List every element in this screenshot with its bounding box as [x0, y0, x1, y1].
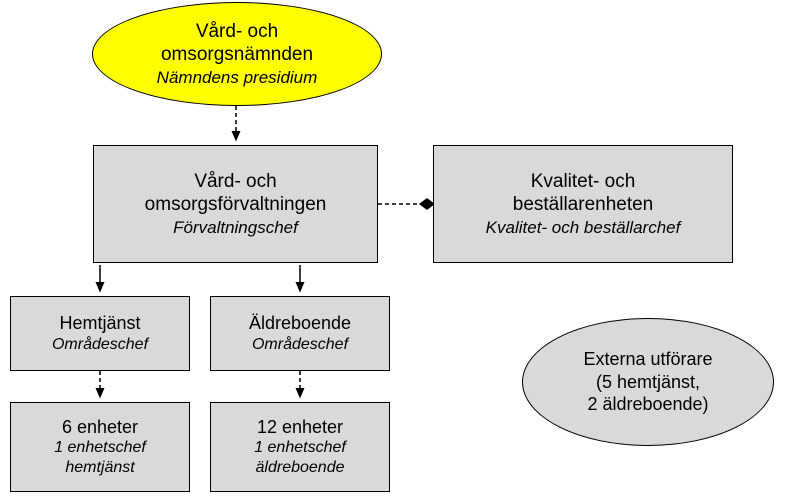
- node-title-line2: (5 hemtjänst,: [596, 371, 700, 394]
- node-vard-omsorgsnamnden: Vård- och omsorgsnämnden Nämndens presid…: [92, 2, 382, 106]
- node-title-line2: omsorgsförvaltningen: [145, 193, 327, 217]
- node-sub-line: Områdeschef: [52, 335, 148, 355]
- node-6-enheter: 6 enheter 1 enhetschef hemtjänst: [10, 402, 190, 492]
- node-title-line1: Externa utförare: [583, 348, 712, 371]
- node-kvalitet-bestallarenheten: Kvalitet- och beställarenheten Kvalitet-…: [433, 145, 733, 263]
- node-sub-line: Områdeschef: [252, 335, 348, 355]
- node-title-line1: Hemtjänst: [59, 312, 140, 335]
- node-sub-line: Kvalitet- och beställarchef: [486, 217, 681, 238]
- node-12-enheter: 12 enheter 1 enhetschef äldreboende: [210, 402, 390, 492]
- node-sub-line1: 1 enhetschef: [254, 438, 346, 458]
- node-title-line2: omsorgsnämnden: [161, 43, 313, 67]
- node-title-line3: 2 äldreboende): [587, 393, 708, 416]
- node-title-line1: Vård- och: [194, 170, 276, 194]
- node-title-line2: beställarenheten: [513, 193, 654, 217]
- node-aldreboende: Äldreboende Områdeschef: [210, 296, 390, 371]
- node-title-line1: 12 enheter: [257, 416, 343, 439]
- node-sub-line: Förvaltningschef: [173, 217, 298, 238]
- node-sub-line2: hemtjänst: [65, 458, 134, 478]
- node-forvaltningen: Vård- och omsorgsförvaltningen Förvaltni…: [93, 145, 378, 263]
- node-sub-line: Nämndens presidium: [157, 67, 318, 88]
- node-sub-line1: 1 enhetschef: [54, 438, 146, 458]
- node-externa-utforare: Externa utförare (5 hemtjänst, 2 äldrebo…: [522, 318, 774, 446]
- node-title-line1: Äldreboende: [249, 312, 351, 335]
- node-title-line1: Vård- och: [196, 20, 278, 44]
- node-hemtjanst: Hemtjänst Områdeschef: [10, 296, 190, 371]
- node-sub-line2: äldreboende: [256, 458, 345, 478]
- node-title-line1: Kvalitet- och: [531, 170, 636, 194]
- node-title-line1: 6 enheter: [62, 416, 138, 439]
